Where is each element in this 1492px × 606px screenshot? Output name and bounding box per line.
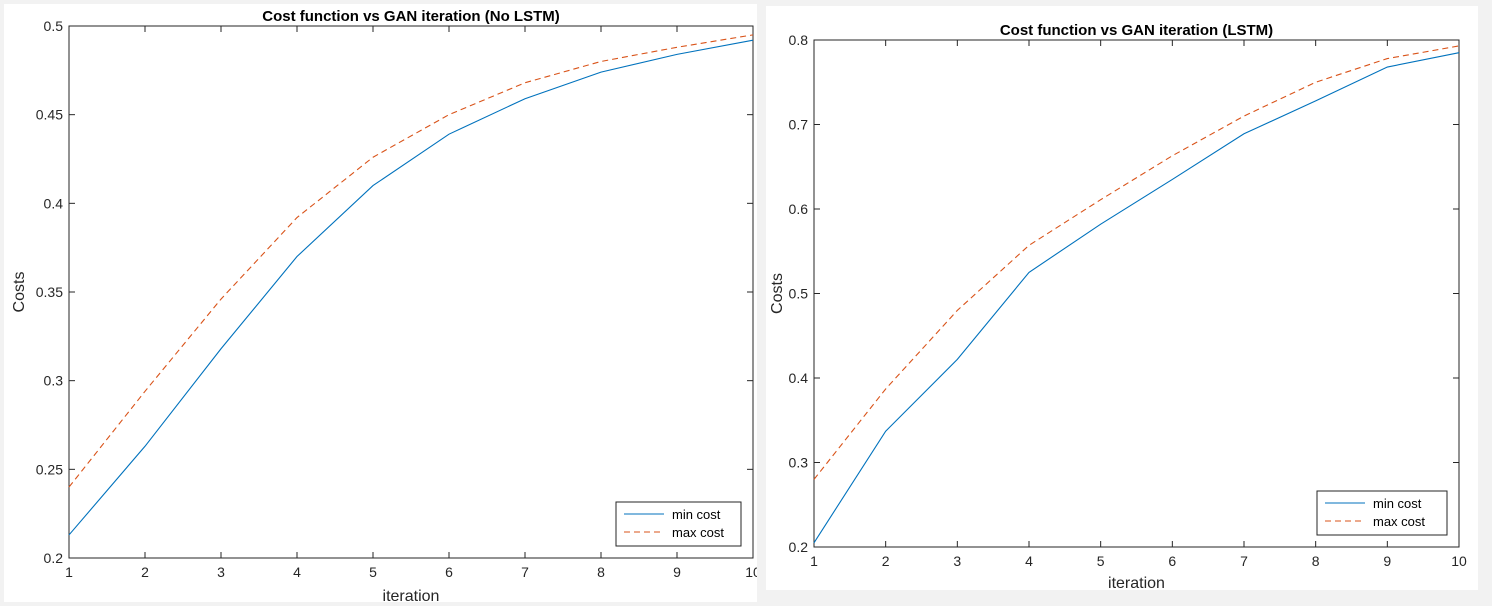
x-tick-label: 1 bbox=[65, 564, 73, 580]
legend-label: max cost bbox=[672, 525, 724, 540]
y-tick-label: 0.25 bbox=[36, 461, 63, 477]
chart-panel-lstm: Cost function vs GAN iteration (LSTM) 1 2 3… bbox=[766, 6, 1478, 590]
series-line-min-cost bbox=[814, 53, 1459, 543]
y-tick-label: 0.4 bbox=[789, 370, 809, 386]
y-tick-label: 0.3 bbox=[44, 373, 64, 389]
chart-title: Cost function vs GAN iteration (LSTM) bbox=[1000, 22, 1273, 39]
x-tick-label: 2 bbox=[882, 553, 890, 569]
series-line-max-cost bbox=[69, 35, 753, 487]
y-tick-label: 0.6 bbox=[789, 201, 809, 217]
x-tick-label: 5 bbox=[369, 564, 377, 580]
chart-no-lstm: Cost function vs GAN iteration (No LSTM)… bbox=[4, 4, 757, 602]
x-tick-label: 8 bbox=[1312, 553, 1320, 569]
x-tick-label: 2 bbox=[141, 564, 149, 580]
x-tick-label: 6 bbox=[1168, 553, 1176, 569]
x-axis-label: iteration bbox=[1108, 575, 1165, 590]
x-tick-label: 3 bbox=[953, 553, 961, 569]
y-axis-label: Costs bbox=[769, 273, 786, 314]
y-tick-label: 0.8 bbox=[789, 32, 809, 48]
chart-panel-no-lstm: Cost function vs GAN iteration (No LSTM)… bbox=[4, 4, 757, 602]
series-line-max-cost bbox=[814, 46, 1459, 479]
x-tick-label: 7 bbox=[1240, 553, 1248, 569]
y-tick-label: 0.2 bbox=[789, 539, 809, 555]
y-tick-label: 0.4 bbox=[44, 195, 64, 211]
x-tick-label: 3 bbox=[217, 564, 225, 580]
series-line-min-cost bbox=[69, 40, 753, 535]
chart-title: Cost function vs GAN iteration (No LSTM) bbox=[262, 8, 560, 25]
legend-label: min cost bbox=[1373, 496, 1422, 511]
x-tick-label: 10 bbox=[745, 564, 757, 580]
y-tick-label: 0.35 bbox=[36, 284, 63, 300]
chart-lstm: Cost function vs GAN iteration (LSTM) 1 2 3… bbox=[766, 6, 1478, 590]
x-tick-label: 1 bbox=[810, 553, 818, 569]
y-axis-label: Costs bbox=[11, 272, 28, 313]
x-tick-label: 4 bbox=[1025, 553, 1033, 569]
y-tick-label: 0.45 bbox=[36, 107, 63, 123]
x-tick-label: 9 bbox=[1383, 553, 1391, 569]
legend-label: min cost bbox=[672, 507, 721, 522]
y-tick-label: 0.5 bbox=[789, 286, 809, 302]
plot-area-frame bbox=[69, 26, 753, 558]
x-tick-label: 7 bbox=[521, 564, 529, 580]
x-tick-label: 9 bbox=[673, 564, 681, 580]
y-tick-label: 0.7 bbox=[789, 117, 809, 133]
plot-area-frame bbox=[814, 40, 1459, 547]
x-tick-label: 6 bbox=[445, 564, 453, 580]
y-tick-label: 0.2 bbox=[44, 550, 64, 566]
x-tick-label: 8 bbox=[597, 564, 605, 580]
x-tick-label: 10 bbox=[1451, 553, 1467, 569]
x-tick-label: 4 bbox=[293, 564, 301, 580]
legend-label: max cost bbox=[1373, 514, 1425, 529]
x-axis-label: iteration bbox=[383, 588, 440, 602]
y-tick-label: 0.3 bbox=[789, 455, 809, 471]
y-tick-label: 0.5 bbox=[44, 18, 64, 34]
x-tick-label: 5 bbox=[1097, 553, 1105, 569]
